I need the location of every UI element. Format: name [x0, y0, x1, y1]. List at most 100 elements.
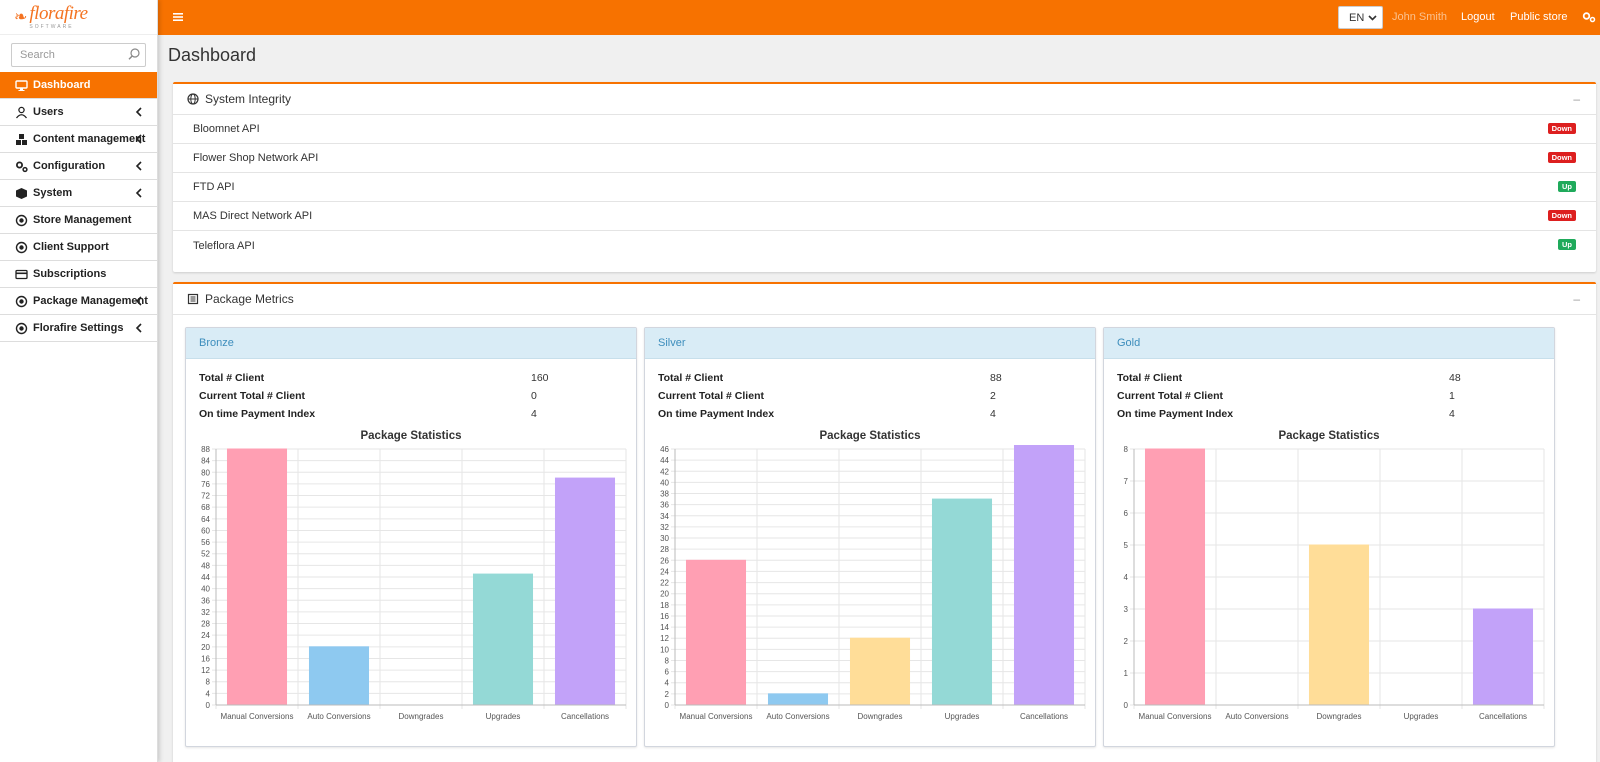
y-tick-label: 20 — [201, 643, 210, 652]
stat-value: 4 — [531, 408, 537, 420]
y-tick-label: 6 — [665, 668, 670, 677]
bar-upgrades[interactable] — [931, 498, 993, 706]
y-tick-label: 80 — [201, 468, 210, 477]
sidebar-item-configuration[interactable]: Configuration — [0, 153, 157, 180]
stat-row: Current Total # Client 1 — [1117, 390, 1541, 408]
bar-auto-conversions[interactable] — [308, 646, 370, 706]
public-store-link[interactable]: Public store — [1510, 11, 1568, 23]
hamburger-icon[interactable] — [173, 11, 183, 23]
sidebar-item-users[interactable]: Users — [0, 99, 157, 126]
status-badge: Down — [1547, 210, 1576, 221]
chevron-left-icon — [135, 188, 142, 198]
language-select[interactable]: EN — [1338, 6, 1383, 29]
package-name: Bronze — [186, 328, 636, 359]
collapse-button[interactable]: – — [1573, 92, 1580, 106]
bar-cancellations[interactable] — [1013, 445, 1075, 706]
y-tick-label: 2 — [1124, 637, 1129, 646]
y-tick-label: 16 — [201, 654, 210, 663]
stat-row: Total # Client 160 — [199, 372, 623, 390]
y-tick-label: 2 — [665, 690, 670, 699]
stat-value: 160 — [531, 372, 549, 384]
y-tick-label: 0 — [206, 701, 211, 710]
sidebar-item-content-management[interactable]: Content management — [0, 126, 157, 153]
stat-value: 88 — [990, 372, 1002, 384]
system-integrity-title: System Integrity — [205, 92, 292, 106]
y-tick-label: 12 — [201, 666, 210, 675]
bar-auto-conversions[interactable] — [767, 693, 829, 706]
bar-downgrades[interactable] — [1308, 544, 1370, 706]
sidebar-item-store-management[interactable]: Store Management — [0, 207, 157, 234]
sidebar-item-icon — [15, 133, 28, 146]
chevron-left-icon — [135, 296, 142, 306]
sidebar-item-system[interactable]: System — [0, 180, 157, 207]
y-tick-label: 22 — [660, 579, 669, 588]
stat-value: 2 — [990, 390, 996, 402]
y-tick-label: 1 — [1124, 669, 1129, 678]
bar-manual-conversions[interactable] — [226, 448, 288, 706]
sidebar-item-dashboard[interactable]: Dashboard — [0, 72, 157, 99]
chevron-left-icon — [135, 161, 142, 171]
package-metrics-panel: Package Metrics – Bronze Total # Client 16… — [173, 282, 1596, 762]
y-tick-label: 46 — [660, 445, 669, 454]
y-tick-label: 28 — [660, 545, 669, 554]
stat-row: On time Payment Index 4 — [1117, 408, 1541, 426]
package-metrics-title: Package Metrics — [205, 292, 294, 306]
x-tick-label: Manual Conversions — [221, 712, 294, 721]
y-tick-label: 8 — [206, 678, 211, 687]
bar-downgrades[interactable] — [849, 637, 911, 706]
bar-upgrades[interactable] — [472, 573, 534, 706]
package-card-bronze: Bronze Total # Client 160 Current Total # C… — [185, 327, 637, 747]
sidebar-item-icon — [15, 268, 28, 281]
sidebar-item-florafire-settings[interactable]: Florafire Settings — [0, 315, 157, 342]
package-metrics-header: Package Metrics – — [173, 284, 1596, 315]
package-statistics-chart: 0481216202428323640444852566064687276808… — [201, 445, 627, 721]
stat-label: On time Payment Index — [199, 408, 316, 420]
y-tick-label: 5 — [1124, 541, 1129, 550]
x-tick-label: Upgrades — [945, 712, 980, 721]
logout-link[interactable]: Logout — [1461, 11, 1495, 23]
stat-row: Current Total # Client 2 — [658, 390, 1082, 408]
package-cards: Bronze Total # Client 160 Current Total # C… — [173, 315, 1596, 747]
search-icon[interactable] — [128, 48, 140, 60]
bar-cancellations[interactable] — [1472, 608, 1534, 706]
x-tick-label: Cancellations — [1020, 712, 1068, 721]
current-user[interactable]: John Smith — [1392, 11, 1448, 23]
y-tick-label: 6 — [1124, 509, 1129, 518]
status-badge: Down — [1547, 123, 1576, 134]
stat-row: Total # Client 48 — [1117, 372, 1541, 390]
y-tick-label: 72 — [201, 492, 210, 501]
sidebar-item-client-support[interactable]: Client Support — [0, 234, 157, 261]
api-name: Flower Shop Network API — [193, 152, 319, 164]
bar-manual-conversions[interactable] — [1144, 448, 1206, 706]
stat-value: 0 — [531, 390, 537, 402]
gears-icon[interactable] — [1582, 11, 1596, 23]
x-tick-label: Auto Conversions — [307, 712, 370, 721]
collapse-button[interactable]: – — [1573, 292, 1580, 306]
cube-icon — [16, 187, 27, 199]
logo-text: florafire — [29, 3, 88, 24]
sidebar-item-subscriptions[interactable]: Subscriptions — [0, 261, 157, 288]
circle-dot-icon — [15, 214, 28, 226]
y-tick-label: 52 — [201, 550, 210, 559]
sidebar-item-label: Client Support — [33, 241, 109, 253]
x-tick-label: Manual Conversions — [1139, 712, 1212, 721]
bar-manual-conversions[interactable] — [685, 559, 747, 706]
package-card-silver: Silver Total # Client 88 Current Total # Cl… — [644, 327, 1096, 747]
chart-title: Package Statistics — [360, 430, 462, 442]
stat-label: On time Payment Index — [658, 408, 775, 420]
y-tick-label: 40 — [201, 585, 210, 594]
bar-cancellations[interactable] — [554, 477, 616, 706]
search-input[interactable] — [12, 44, 122, 66]
y-tick-label: 38 — [660, 490, 669, 499]
y-tick-label: 44 — [660, 456, 669, 465]
chart-title: Package Statistics — [819, 430, 921, 442]
x-tick-label: Cancellations — [1479, 712, 1527, 721]
y-tick-label: 32 — [201, 608, 210, 617]
y-tick-label: 14 — [660, 623, 669, 632]
y-tick-label: 36 — [660, 501, 669, 510]
chevron-left-icon — [135, 134, 142, 144]
logo[interactable]: ❧ florafire SOFTWARE — [0, 0, 157, 35]
sidebar-item-package-management[interactable]: Package Management — [0, 288, 157, 315]
status-badge: Up — [1558, 239, 1576, 250]
stat-value: 48 — [1449, 372, 1461, 384]
